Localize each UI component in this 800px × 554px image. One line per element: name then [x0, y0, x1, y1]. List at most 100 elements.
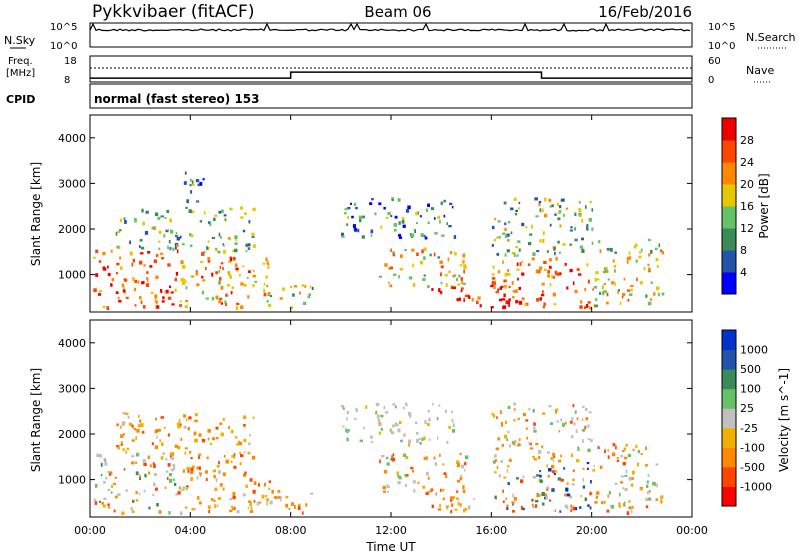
- heatmap-cell: [252, 284, 255, 288]
- heatmap-cell: [190, 190, 193, 194]
- heatmap-cell: [290, 306, 293, 310]
- heatmap-cell: [459, 476, 463, 481]
- heatmap-cell: [399, 254, 403, 258]
- heatmap-cell: [535, 442, 539, 446]
- heatmap-cell: [248, 500, 252, 503]
- heatmap-cell: [215, 478, 218, 480]
- heatmap-cell: [164, 486, 167, 489]
- heatmap-cell: [378, 275, 382, 278]
- heatmap-cell: [252, 416, 255, 419]
- heatmap-cell: [393, 273, 397, 276]
- heatmap-cell: [405, 209, 410, 213]
- heatmap-cell: [496, 416, 498, 420]
- heatmap-cell: [149, 464, 152, 468]
- heatmap-cell: [109, 471, 113, 475]
- heatmap-cell: [160, 215, 164, 218]
- heatmap-cell: [175, 244, 179, 248]
- heatmap-cell: [504, 253, 507, 257]
- heatmap-cell: [555, 410, 558, 414]
- heatmap-cell: [220, 235, 222, 239]
- heatmap-cell: [143, 264, 146, 267]
- heatmap-cell: [361, 235, 365, 239]
- heatmap-cell: [532, 505, 536, 509]
- heatmap-cell: [261, 494, 265, 499]
- heatmap-cell: [502, 232, 506, 235]
- power-heatmap: [93, 171, 665, 310]
- heatmap-cell: [128, 422, 133, 426]
- heatmap-cell: [174, 482, 177, 486]
- heatmap-cell: [437, 508, 442, 511]
- heatmap-cell: [579, 506, 582, 509]
- heatmap-cell: [396, 423, 399, 427]
- heatmap-cell: [392, 252, 396, 257]
- heatmap-cell: [449, 202, 453, 206]
- heatmap-cell: [448, 270, 451, 273]
- heatmap-cell: [106, 306, 109, 309]
- heatmap-cell: [201, 438, 206, 443]
- heatmap-cell: [645, 505, 649, 509]
- heatmap-cell: [154, 212, 159, 217]
- heatmap-cell: [524, 303, 528, 306]
- heatmap-cell: [625, 469, 628, 474]
- heatmap-cell: [526, 427, 528, 430]
- heatmap-cell: [577, 446, 580, 449]
- heatmap-cell: [115, 272, 119, 275]
- heatmap-cell: [569, 495, 573, 499]
- heatmap-cell: [619, 481, 624, 484]
- heatmap-cell: [154, 306, 157, 309]
- heatmap-cell: [513, 253, 516, 257]
- heatmap-cell: [289, 285, 293, 289]
- heatmap-cell: [450, 510, 453, 514]
- heatmap-cell: [432, 403, 434, 406]
- heatmap-cell: [528, 407, 531, 411]
- heatmap-cell: [418, 437, 421, 440]
- heatmap-cell: [462, 259, 465, 262]
- nave-label: Nave: [746, 64, 774, 77]
- heatmap-cell: [619, 301, 622, 305]
- heatmap-cell: [132, 277, 135, 281]
- heatmap-cell: [264, 482, 266, 487]
- heatmap-cell: [566, 482, 569, 485]
- heatmap-cell: [640, 248, 643, 252]
- heatmap-cell: [165, 470, 169, 473]
- heatmap-cell: [220, 285, 224, 290]
- heatmap-cell: [574, 507, 578, 511]
- heatmap-cell: [234, 242, 238, 245]
- heatmap-cell: [417, 481, 420, 484]
- heatmap-cell: [354, 228, 357, 232]
- heatmap-cell: [661, 251, 664, 255]
- heatmap-cell: [229, 498, 233, 501]
- heatmap-cell: [570, 435, 574, 439]
- heatmap-cell: [218, 211, 222, 214]
- heatmap-cell: [434, 231, 438, 235]
- heatmap-cell: [134, 287, 137, 291]
- heatmap-cell: [541, 445, 543, 449]
- heatmap-cell: [410, 466, 414, 470]
- colorbar-swatch: [722, 486, 736, 507]
- colorbar-tick-label: 500: [740, 363, 761, 376]
- heatmap-cell: [421, 437, 424, 442]
- ytick-label: 2000: [58, 428, 86, 441]
- heatmap-cell: [249, 433, 251, 437]
- heatmap-cell: [107, 503, 110, 506]
- heatmap-cell: [497, 220, 501, 223]
- heatmap-cell: [196, 466, 200, 470]
- heatmap-cell: [440, 281, 443, 285]
- heatmap-cell: [184, 280, 187, 283]
- heatmap-cell: [154, 429, 157, 434]
- heatmap-cell: [614, 269, 616, 273]
- heatmap-cell: [507, 273, 511, 276]
- heatmap-cell: [579, 300, 583, 304]
- heatmap-cell: [138, 492, 141, 496]
- heatmap-cell: [160, 290, 163, 294]
- heatmap-cell: [539, 239, 542, 243]
- heatmap-cell: [240, 454, 244, 458]
- heatmap-cell: [266, 263, 270, 266]
- heatmap-cell: [494, 495, 497, 499]
- heatmap-cell: [277, 490, 281, 493]
- heatmap-cell: [389, 266, 393, 270]
- heatmap-cell: [584, 497, 587, 501]
- ytick-label: 2000: [58, 223, 86, 236]
- heatmap-cell: [122, 421, 126, 425]
- heatmap-cell: [346, 429, 349, 434]
